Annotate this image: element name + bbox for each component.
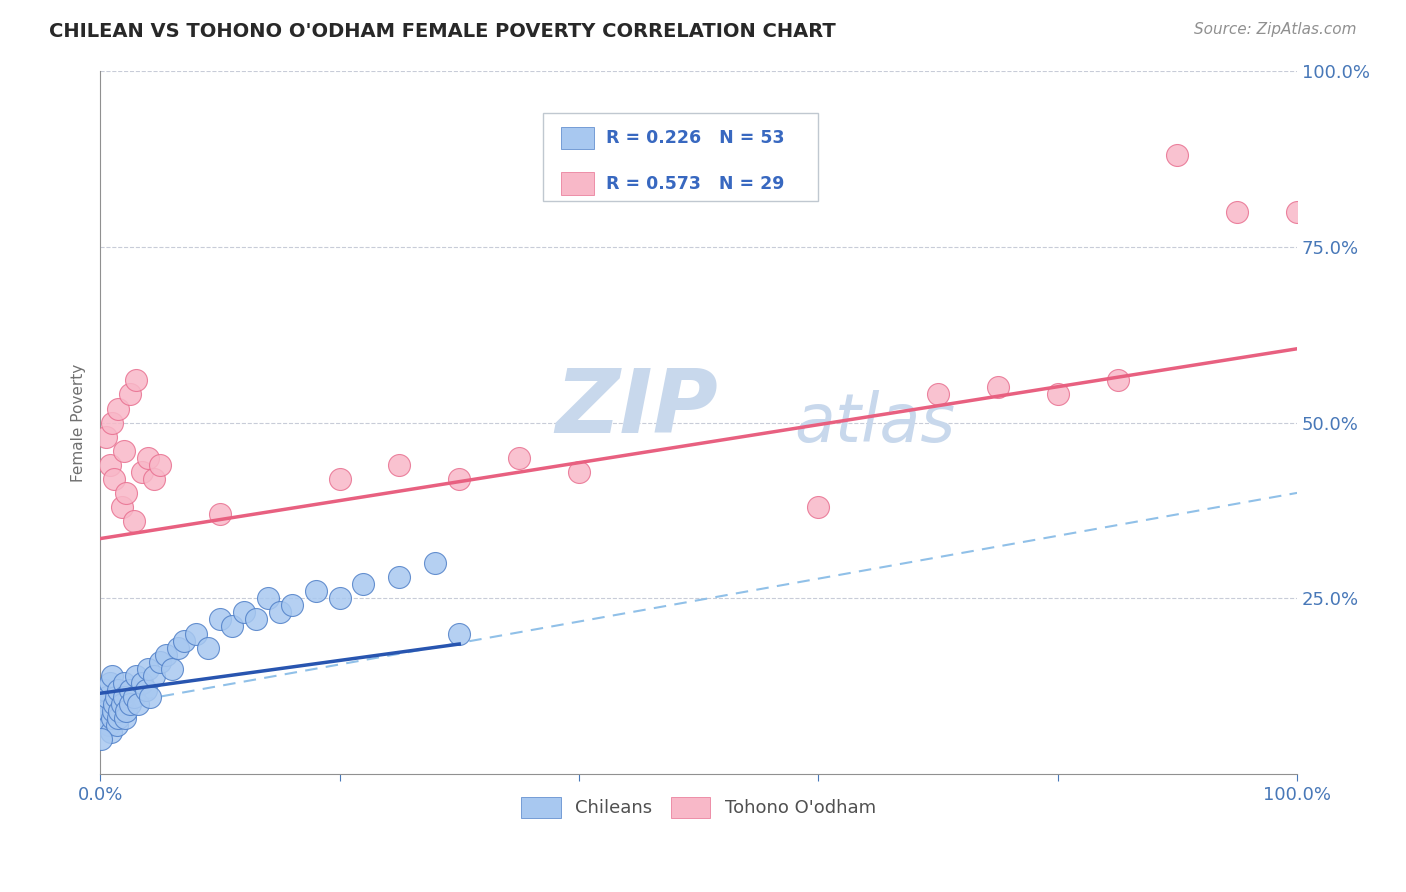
Point	[208, 612, 231, 626]
Point	[108, 704, 131, 718]
Point	[149, 458, 172, 472]
Point	[104, 690, 127, 704]
Point	[101, 416, 124, 430]
Point	[143, 472, 166, 486]
Point	[388, 458, 411, 472]
Text: R = 0.573   N = 29: R = 0.573 N = 29	[606, 175, 785, 193]
Text: atlas: atlas	[794, 390, 956, 456]
Point	[425, 556, 447, 570]
Point	[111, 500, 134, 514]
Point	[508, 450, 530, 465]
Point	[122, 690, 145, 704]
Point	[98, 458, 121, 472]
Point	[107, 711, 129, 725]
Point	[96, 690, 118, 704]
FancyBboxPatch shape	[561, 127, 595, 149]
Point	[94, 430, 117, 444]
FancyBboxPatch shape	[543, 113, 818, 201]
Legend: Chileans, Tohono O'odham: Chileans, Tohono O'odham	[515, 789, 883, 825]
Point	[197, 640, 219, 655]
Point	[353, 577, 375, 591]
Point	[94, 682, 117, 697]
Point	[122, 514, 145, 528]
Point	[328, 472, 350, 486]
Point	[1286, 204, 1309, 219]
Point	[112, 690, 135, 704]
Point	[94, 704, 117, 718]
Point	[232, 606, 254, 620]
Point	[93, 711, 115, 725]
Point	[115, 486, 138, 500]
Point	[115, 704, 138, 718]
Point	[304, 584, 326, 599]
Point	[160, 662, 183, 676]
Point	[927, 387, 949, 401]
Point	[125, 669, 148, 683]
Point	[125, 373, 148, 387]
Point	[388, 570, 411, 584]
Text: ZIP: ZIP	[555, 365, 717, 452]
Point	[107, 682, 129, 697]
Point	[135, 682, 157, 697]
Text: R = 0.226   N = 53: R = 0.226 N = 53	[606, 128, 785, 147]
Point	[105, 718, 128, 732]
Point	[90, 731, 112, 746]
Point	[103, 697, 125, 711]
Y-axis label: Female Poverty: Female Poverty	[72, 363, 86, 482]
Point	[111, 697, 134, 711]
Point	[107, 401, 129, 416]
Point	[112, 675, 135, 690]
Point	[91, 697, 114, 711]
Text: Source: ZipAtlas.com: Source: ZipAtlas.com	[1194, 22, 1357, 37]
Point	[807, 500, 830, 514]
FancyBboxPatch shape	[561, 172, 595, 194]
Point	[97, 718, 120, 732]
Point	[568, 465, 591, 479]
Point	[118, 697, 141, 711]
Point	[256, 591, 278, 606]
Point	[101, 711, 124, 725]
Point	[100, 725, 122, 739]
Point	[136, 450, 159, 465]
Point	[139, 690, 162, 704]
Point	[167, 640, 190, 655]
Point	[173, 633, 195, 648]
Point	[208, 507, 231, 521]
Point	[1046, 387, 1069, 401]
Point	[449, 626, 471, 640]
Point	[328, 591, 350, 606]
Point	[1107, 373, 1129, 387]
Point	[149, 655, 172, 669]
Point	[1166, 148, 1188, 162]
Point	[118, 387, 141, 401]
Point	[101, 669, 124, 683]
Point	[269, 606, 291, 620]
Point	[98, 675, 121, 690]
Text: CHILEAN VS TOHONO O'ODHAM FEMALE POVERTY CORRELATION CHART: CHILEAN VS TOHONO O'ODHAM FEMALE POVERTY…	[49, 22, 837, 41]
Point	[987, 380, 1010, 394]
Point	[143, 669, 166, 683]
Point	[112, 443, 135, 458]
Point	[127, 697, 149, 711]
Point	[280, 599, 302, 613]
Point	[114, 711, 136, 725]
Point	[184, 626, 207, 640]
Point	[103, 472, 125, 486]
Point	[131, 675, 153, 690]
Point	[103, 704, 125, 718]
Point	[449, 472, 471, 486]
Point	[155, 648, 177, 662]
Point	[1226, 204, 1249, 219]
Point	[221, 619, 243, 633]
Point	[136, 662, 159, 676]
Point	[131, 465, 153, 479]
Point	[245, 612, 267, 626]
Point	[118, 682, 141, 697]
